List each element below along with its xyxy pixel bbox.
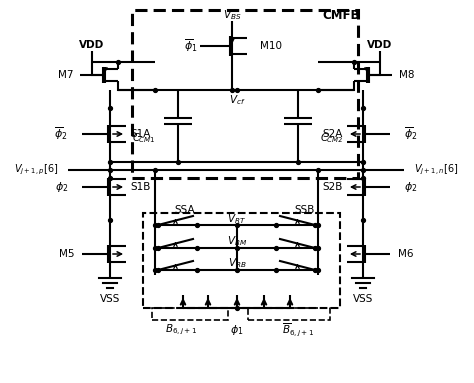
Text: $B_{6,j+1}$: $B_{6,j+1}$ — [165, 323, 197, 337]
Text: $V_{j+1,n}[6]$: $V_{j+1,n}[6]$ — [413, 163, 458, 177]
Text: S2A: S2A — [323, 129, 343, 139]
Text: M7: M7 — [57, 70, 73, 80]
Text: $C_{CM2}$: $C_{CM2}$ — [320, 131, 344, 145]
Text: $V_{RM}$: $V_{RM}$ — [227, 234, 247, 248]
Text: VSS: VSS — [353, 294, 373, 304]
Text: $\overline{\phi}_1$: $\overline{\phi}_1$ — [184, 38, 198, 54]
Text: $C_{CM1}$: $C_{CM1}$ — [132, 131, 156, 145]
Text: S1B: S1B — [130, 182, 150, 192]
Text: $V_{RT}$: $V_{RT}$ — [228, 212, 246, 226]
Text: SSA: SSA — [175, 205, 195, 215]
Text: CMFB: CMFB — [322, 8, 359, 21]
Text: $V_{RB}$: $V_{RB}$ — [228, 256, 246, 270]
Text: S1A: S1A — [130, 129, 150, 139]
Text: M6: M6 — [398, 249, 413, 259]
Text: $\overline{\phi}_2$: $\overline{\phi}_2$ — [55, 126, 68, 142]
Text: $\overline{B}_{6,j+1}$: $\overline{B}_{6,j+1}$ — [282, 321, 314, 339]
Text: $\overline{\phi}_2$: $\overline{\phi}_2$ — [404, 126, 418, 142]
Text: SSB: SSB — [295, 205, 315, 215]
Text: S2B: S2B — [323, 182, 343, 192]
Text: $V_{cf}$: $V_{cf}$ — [229, 93, 245, 107]
Bar — [132, 10, 358, 178]
Bar — [248, 308, 330, 320]
Bar — [152, 308, 228, 320]
Text: VDD: VDD — [79, 40, 105, 50]
Text: M10: M10 — [260, 41, 282, 51]
Text: $\phi_2$: $\phi_2$ — [404, 180, 418, 194]
Text: $\phi_1$: $\phi_1$ — [230, 323, 244, 337]
Text: VSS: VSS — [100, 294, 120, 304]
Text: M5: M5 — [58, 249, 74, 259]
Text: VDD: VDD — [367, 40, 392, 50]
Text: $V_{BS}$: $V_{BS}$ — [223, 8, 241, 22]
Text: $V_{j+1,p}[6]$: $V_{j+1,p}[6]$ — [14, 163, 58, 177]
Text: M8: M8 — [399, 70, 414, 80]
Bar — [143, 213, 340, 308]
Text: $\phi_2$: $\phi_2$ — [55, 180, 68, 194]
